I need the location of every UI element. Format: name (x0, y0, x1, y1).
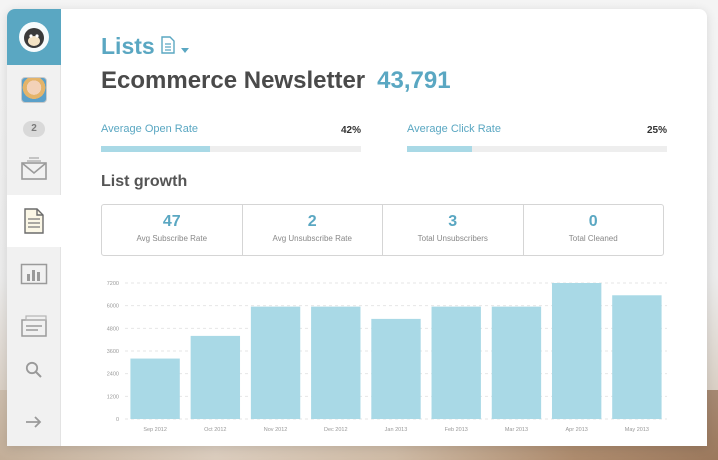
y-tick-label: 3600 (107, 349, 119, 355)
stat-label: Total Cleaned (568, 234, 618, 243)
stat-total-unsubscribers: 3 Total Unsubscribers (383, 205, 524, 255)
x-tick-label: Jan 2013 (385, 427, 408, 433)
document-icon (160, 33, 175, 60)
app-window: 2 (7, 9, 707, 446)
section-title-text: Lists (101, 33, 155, 59)
reports-bar-chart-icon[interactable] (7, 259, 61, 289)
user-avatar[interactable] (7, 73, 61, 107)
stat-label: Avg Unsubscribe Rate (272, 234, 352, 243)
logout-arrow-icon[interactable] (7, 409, 61, 435)
bar-dec-2012[interactable] (311, 306, 361, 419)
stat-value: 47 (162, 213, 181, 230)
stat-label: Total Unsubscribers (417, 234, 488, 243)
stat-avg-subscribe-rate: 47 Avg Subscribe Rate (102, 205, 243, 255)
x-tick-label: Feb 2013 (445, 427, 468, 433)
click-rate-label: Average Click Rate (407, 123, 501, 135)
click-rate-bar (407, 146, 667, 152)
bar-sep-2012[interactable] (130, 358, 180, 419)
bar-oct-2012[interactable] (190, 335, 241, 419)
stat-value: 2 (307, 213, 317, 230)
x-tick-label: Nov 2012 (264, 427, 288, 433)
y-tick-label: 6000 (107, 304, 119, 310)
notification-badge[interactable]: 2 (7, 119, 61, 139)
sidebar: 2 (7, 9, 61, 446)
open-rate-value: 42% (340, 125, 361, 136)
stat-total-cleaned: 0 Total Cleaned (524, 205, 664, 255)
y-tick-label: 7200 (107, 281, 119, 287)
stat-value: 3 (448, 213, 458, 230)
click-rate-value: 25% (646, 125, 667, 136)
x-tick-label: May 2013 (625, 427, 649, 433)
main-content: Lists Ecommerce Newsletter 43,791 Averag… (61, 9, 707, 446)
x-tick-label: Apr 2013 (566, 427, 588, 433)
open-rate-bar (101, 146, 361, 152)
bar-nov-2012[interactable] (250, 306, 301, 419)
list-growth-title: List growth (101, 173, 188, 190)
page-title[interactable]: Lists (101, 33, 189, 60)
x-tick-label: Dec 2012 (324, 427, 348, 433)
bar-mar-2013[interactable] (491, 306, 542, 419)
campaigns-envelope-icon[interactable] (7, 151, 61, 187)
y-tick-label: 1200 (107, 394, 119, 400)
search-icon[interactable] (7, 357, 61, 383)
autoresponders-icon[interactable] (7, 311, 61, 341)
click-rate: Average Click Rate 25% (407, 123, 667, 152)
open-rate: Average Open Rate 42% (101, 123, 361, 152)
list-name: Ecommerce Newsletter (101, 67, 366, 94)
bar-apr-2013[interactable] (551, 283, 602, 419)
y-tick-label: 2400 (107, 372, 119, 378)
chevron-down-icon[interactable] (180, 33, 189, 60)
x-tick-label: Mar 2013 (505, 427, 528, 433)
list-header: Ecommerce Newsletter 43,791 (101, 67, 451, 95)
growth-stats: 47 Avg Subscribe Rate 2 Avg Unsubscribe … (101, 204, 664, 256)
click-rate-fill (407, 146, 472, 152)
mailchimp-logo-icon[interactable] (7, 9, 61, 65)
stat-avg-unsubscribe-rate: 2 Avg Unsubscribe Rate (243, 205, 383, 255)
y-tick-label: 0 (116, 417, 119, 423)
x-tick-label: Oct 2012 (204, 427, 226, 433)
x-tick-label: Sep 2012 (143, 427, 167, 433)
open-rate-label: Average Open Rate (101, 123, 199, 135)
y-tick-label: 4800 (107, 326, 119, 332)
lists-document-icon[interactable] (7, 195, 61, 247)
bar-feb-2013[interactable] (431, 306, 481, 419)
subscriber-count: 43,791 (377, 67, 451, 94)
open-rate-fill (101, 146, 211, 152)
stat-label: Avg Subscribe Rate (136, 234, 208, 243)
bar-may-2013[interactable] (612, 295, 662, 419)
bar-jan-2013[interactable] (371, 318, 421, 419)
list-growth-chart: 0 1200 2400 3600 4800 6000 7200 Sep 2012 Oct 201… (107, 281, 667, 433)
stat-value: 0 (588, 213, 598, 230)
